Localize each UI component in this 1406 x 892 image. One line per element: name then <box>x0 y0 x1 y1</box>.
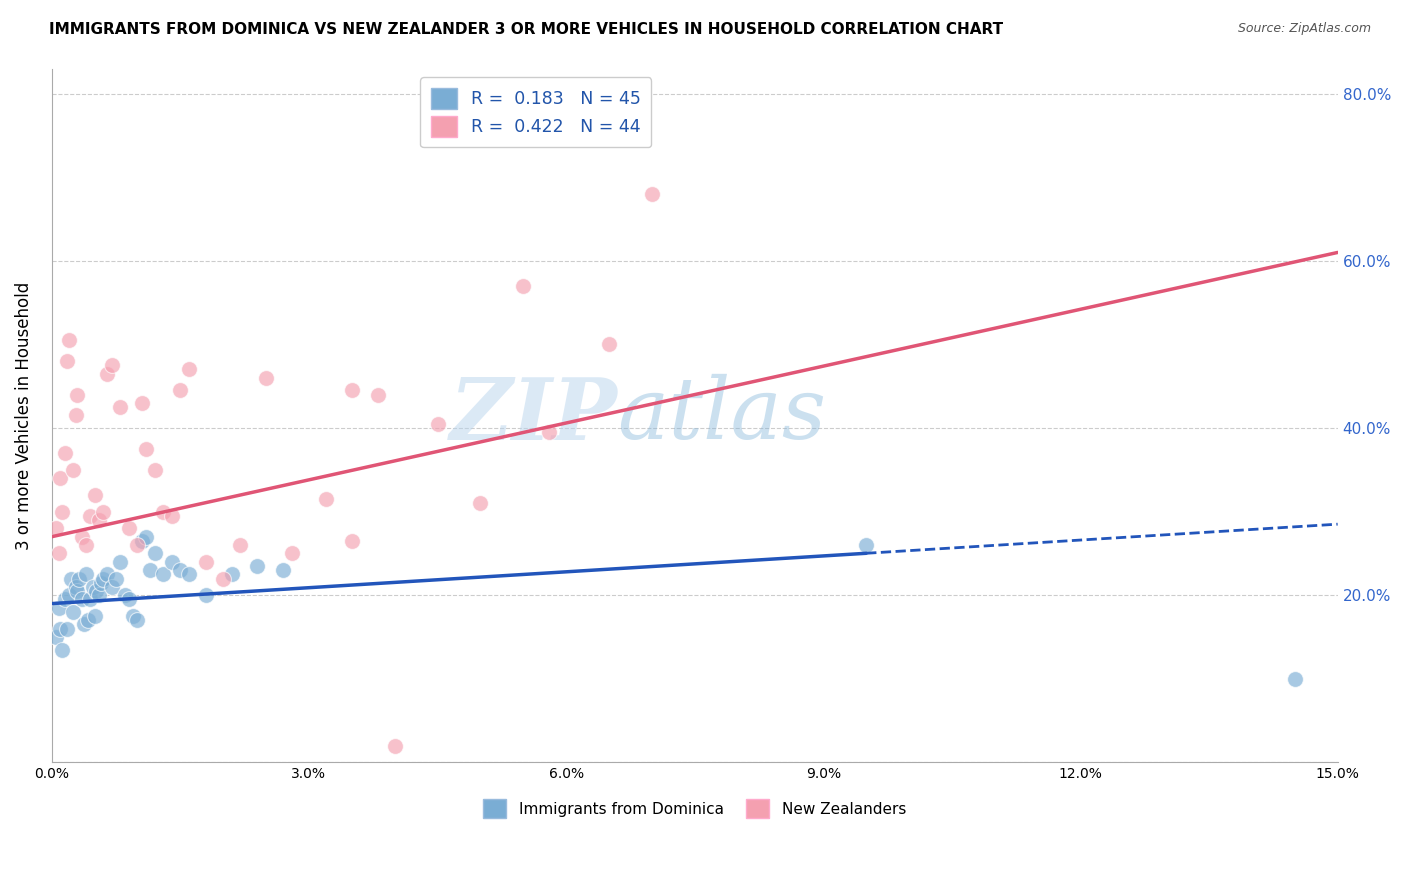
Point <box>537 425 560 440</box>
Point <box>82 580 104 594</box>
Point <box>131 396 153 410</box>
Point <box>76 613 98 627</box>
Point <box>66 584 89 599</box>
Point <box>118 521 141 535</box>
Point <box>143 546 166 560</box>
Point <box>96 567 118 582</box>
Point <box>127 613 149 627</box>
Point <box>169 563 191 577</box>
Point <box>118 592 141 607</box>
Point <box>127 538 149 552</box>
Point <box>59 572 82 586</box>
Point <box>131 533 153 548</box>
Point <box>160 555 183 569</box>
Point <box>366 387 388 401</box>
Point <box>114 588 136 602</box>
Point <box>65 409 87 423</box>
Point <box>212 572 235 586</box>
Point <box>195 588 218 602</box>
Point <box>73 617 96 632</box>
Point <box>641 186 664 201</box>
Point <box>86 584 108 599</box>
Point <box>254 371 277 385</box>
Text: ZIP: ZIP <box>450 374 617 458</box>
Point <box>340 384 363 398</box>
Point <box>65 580 87 594</box>
Point <box>139 563 162 577</box>
Point <box>53 592 76 607</box>
Point <box>110 400 132 414</box>
Point <box>62 605 84 619</box>
Point <box>79 592 101 607</box>
Point <box>79 508 101 523</box>
Point <box>855 538 877 552</box>
Point <box>143 463 166 477</box>
Point <box>70 592 93 607</box>
Point <box>177 567 200 582</box>
Point <box>70 530 93 544</box>
Point <box>53 446 76 460</box>
Point <box>598 337 620 351</box>
Point <box>512 279 534 293</box>
Y-axis label: 3 or more Vehicles in Household: 3 or more Vehicles in Household <box>15 281 32 549</box>
Point <box>315 492 337 507</box>
Text: atlas: atlas <box>617 374 827 457</box>
Text: Source: ZipAtlas.com: Source: ZipAtlas.com <box>1237 22 1371 36</box>
Point <box>51 505 73 519</box>
Point <box>49 622 72 636</box>
Point <box>49 471 72 485</box>
Point <box>51 642 73 657</box>
Point <box>152 505 174 519</box>
Point <box>87 588 110 602</box>
Point <box>87 513 110 527</box>
Point <box>110 555 132 569</box>
Point <box>135 442 157 456</box>
Point <box>83 488 105 502</box>
Point <box>221 567 243 582</box>
Point <box>66 387 89 401</box>
Point <box>195 555 218 569</box>
Point <box>160 508 183 523</box>
Point <box>1284 672 1306 686</box>
Point <box>122 609 145 624</box>
Point <box>100 580 122 594</box>
Point <box>152 567 174 582</box>
Point <box>45 630 67 644</box>
Point <box>470 496 492 510</box>
Point <box>105 572 128 586</box>
Point <box>177 362 200 376</box>
Point <box>48 600 70 615</box>
Point <box>48 546 70 560</box>
Point <box>83 609 105 624</box>
Point <box>62 463 84 477</box>
Point <box>229 538 252 552</box>
Point <box>426 417 449 431</box>
Point <box>75 567 97 582</box>
Point <box>58 333 80 347</box>
Point <box>135 530 157 544</box>
Point <box>58 588 80 602</box>
Point <box>246 558 269 573</box>
Point <box>169 384 191 398</box>
Text: IMMIGRANTS FROM DOMINICA VS NEW ZEALANDER 3 OR MORE VEHICLES IN HOUSEHOLD CORREL: IMMIGRANTS FROM DOMINICA VS NEW ZEALANDE… <box>49 22 1004 37</box>
Point <box>96 367 118 381</box>
Point <box>45 521 67 535</box>
Point <box>90 575 112 590</box>
Point <box>384 739 406 753</box>
Point <box>67 572 90 586</box>
Point <box>91 572 114 586</box>
Point <box>100 359 122 373</box>
Point <box>56 354 79 368</box>
Point <box>75 538 97 552</box>
Point <box>56 622 79 636</box>
Point <box>91 505 114 519</box>
Point <box>271 563 294 577</box>
Point <box>340 533 363 548</box>
Point <box>281 546 304 560</box>
Legend: Immigrants from Dominica, New Zealanders: Immigrants from Dominica, New Zealanders <box>477 793 912 824</box>
